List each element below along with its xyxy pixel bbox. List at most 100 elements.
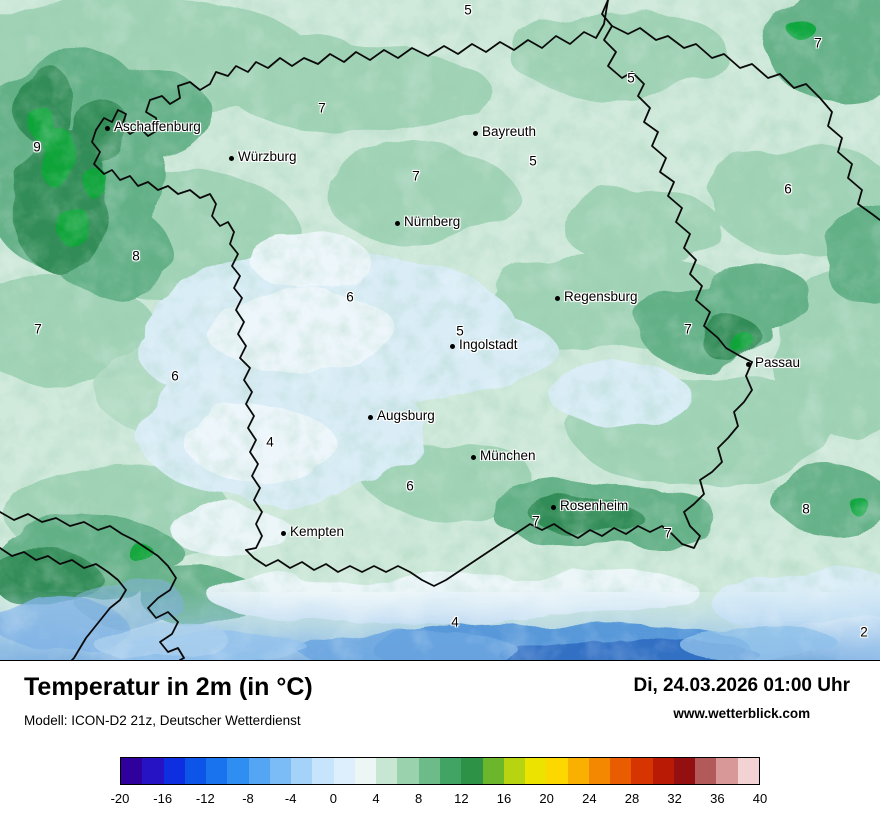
temperature-value-label: 5 bbox=[464, 2, 472, 18]
colorbar-segment bbox=[142, 758, 164, 784]
colorbar-segment bbox=[291, 758, 313, 784]
colorbar-segment bbox=[227, 758, 249, 784]
temperature-value-label: 2 bbox=[860, 624, 868, 640]
city-dot bbox=[368, 415, 373, 420]
city-label: Ingolstadt bbox=[459, 337, 518, 352]
temperature-value-label: 9 bbox=[33, 139, 41, 155]
colorbar-ticks: -20 -16 -12 -8 -4 0 4 8 12 16 20 24 28 32 36 40 bbox=[111, 791, 768, 809]
colorbar-segment bbox=[652, 758, 674, 784]
colorbar-segment bbox=[206, 758, 228, 784]
colorbar-segment bbox=[376, 758, 398, 784]
temperature-value-label: 8 bbox=[132, 248, 140, 264]
temperature-value-label: 5 bbox=[456, 323, 464, 339]
city-label: Regensburg bbox=[564, 289, 638, 304]
temperature-value-label: 4 bbox=[266, 434, 274, 450]
colorbar-tick-label: -20 bbox=[110, 791, 130, 806]
colorbar-segment bbox=[333, 758, 355, 784]
temperature-value-label: 4 bbox=[451, 614, 459, 630]
colorbar-segment bbox=[418, 758, 440, 784]
datetime-label: Di, 24.03.2026 01:00 Uhr bbox=[633, 675, 850, 696]
temperature-value-label: 7 bbox=[532, 513, 540, 529]
colorbar-tick-label: -4 bbox=[284, 791, 297, 806]
city-dot bbox=[450, 344, 455, 349]
colorbar-segment bbox=[354, 758, 377, 784]
colorbar-segment bbox=[737, 758, 759, 784]
colorbar-segment bbox=[525, 758, 547, 784]
footer: Temperatur in 2m (in °C) Modell: ICON-D2… bbox=[0, 660, 880, 830]
colorbar-segment bbox=[439, 758, 462, 784]
city-dot bbox=[281, 531, 286, 536]
colorbar-segment bbox=[461, 758, 483, 784]
temperature-value-label: 5 bbox=[627, 70, 635, 86]
colorbar-tick-label: 4 bbox=[372, 791, 380, 806]
city-label: Aschaffenburg bbox=[114, 119, 201, 134]
temperature-value-label: 6 bbox=[346, 289, 354, 305]
colorbar-segment bbox=[631, 758, 653, 784]
colorbar-tick-label: -12 bbox=[195, 791, 215, 806]
map-area: Aschaffenburg Würzburg Bayreuth Nürnberg Reg… bbox=[0, 0, 880, 660]
colorbar-tick-label: -16 bbox=[153, 791, 173, 806]
city-label: Rosenheim bbox=[560, 498, 629, 513]
border-lines bbox=[0, 0, 880, 660]
colorbar-segment bbox=[503, 758, 526, 784]
colorbar-segment bbox=[610, 758, 632, 784]
map-overlay: Aschaffenburg Würzburg Bayreuth Nürnberg Reg… bbox=[33, 2, 868, 640]
colorbar-segment bbox=[163, 758, 185, 784]
city-label: Nürnberg bbox=[404, 214, 461, 229]
city-label: Kempten bbox=[290, 524, 345, 539]
city-dot bbox=[555, 296, 560, 301]
colorbar-segment bbox=[567, 758, 589, 784]
colorbar-tick-label: 40 bbox=[752, 791, 768, 806]
header-right: Di, 24.03.2026 01:00 Uhr www.wetterblick… bbox=[633, 675, 850, 721]
city-dot bbox=[471, 455, 476, 460]
temperature-value-label: 7 bbox=[412, 168, 420, 184]
colorbar-segment bbox=[248, 758, 270, 784]
colorbar-segment bbox=[673, 758, 696, 784]
colorbar-segment bbox=[121, 758, 143, 784]
city-label: Würzburg bbox=[238, 149, 297, 164]
colorbar: -20 -16 -12 -8 -4 0 4 8 12 16 20 24 28 32 36 40 bbox=[111, 757, 768, 809]
temperature-value-label: 6 bbox=[784, 181, 792, 197]
temperature-map bbox=[0, 0, 880, 660]
city-dot bbox=[395, 221, 400, 226]
city-label: Bayreuth bbox=[482, 124, 537, 139]
colorbar-tick-label: 32 bbox=[667, 791, 682, 806]
city-dot bbox=[746, 362, 751, 367]
colorbar-tick-label: 28 bbox=[624, 791, 640, 806]
colorbar-tick-label: 24 bbox=[582, 791, 597, 806]
temperature-value-label: 7 bbox=[664, 525, 672, 541]
colorbar-segment bbox=[184, 758, 207, 784]
colorbar-tick-label: 36 bbox=[710, 791, 725, 806]
colorbar-tick-label: -8 bbox=[242, 791, 254, 806]
temperature-value-label: 5 bbox=[529, 153, 537, 169]
colorbar-tick-label: 12 bbox=[454, 791, 469, 806]
colorbar-segment bbox=[269, 758, 292, 784]
colorbar-segment bbox=[482, 758, 504, 784]
colorbar-tick-label: 8 bbox=[415, 791, 423, 806]
city-dot bbox=[105, 126, 110, 131]
temperature-value-label: 7 bbox=[814, 35, 822, 51]
city-dot bbox=[551, 505, 556, 510]
temperature-value-label: 8 bbox=[802, 501, 810, 517]
page-title: Temperatur in 2m (in °C) bbox=[24, 673, 313, 701]
colorbar-segments bbox=[120, 757, 760, 785]
city-dot bbox=[229, 156, 234, 161]
city-label: Passau bbox=[755, 355, 801, 370]
model-info: Modell: ICON-D2 21z, Deutscher Wetterdie… bbox=[24, 713, 301, 728]
colorbar-tick-label: 20 bbox=[539, 791, 554, 806]
colorbar-segment bbox=[546, 758, 568, 784]
colorbar-segment bbox=[397, 758, 419, 784]
temperature-value-label: 7 bbox=[34, 321, 42, 337]
website-label: www.wetterblick.com bbox=[673, 706, 811, 721]
colorbar-tick-label: 16 bbox=[496, 791, 512, 806]
colorbar-segment bbox=[588, 758, 611, 784]
colorbar-segment bbox=[312, 758, 334, 784]
colorbar-segment bbox=[695, 758, 717, 784]
temperature-value-label: 7 bbox=[684, 321, 692, 337]
city-dot bbox=[473, 131, 478, 136]
city-label: München bbox=[480, 448, 536, 463]
temperature-value-label: 6 bbox=[171, 368, 179, 384]
colorbar-segment bbox=[716, 758, 738, 784]
temperature-value-label: 7 bbox=[318, 100, 326, 116]
